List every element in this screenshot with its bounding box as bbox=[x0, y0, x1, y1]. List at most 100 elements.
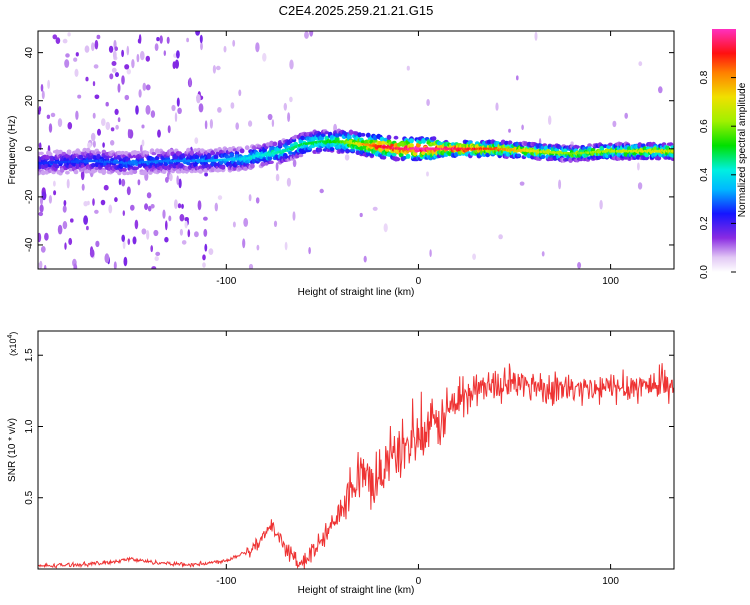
noise-blob bbox=[121, 49, 124, 58]
noise-blob bbox=[73, 57, 78, 62]
noise-blob bbox=[126, 186, 131, 196]
noise-blob bbox=[154, 43, 159, 51]
noise-blob bbox=[63, 200, 67, 206]
noise-blob bbox=[39, 142, 42, 151]
noise-blob bbox=[92, 198, 95, 206]
noise-blob bbox=[39, 204, 44, 213]
noise-blob bbox=[92, 81, 96, 87]
ridge-cell bbox=[540, 155, 546, 159]
noise-blob bbox=[126, 45, 130, 56]
spectrogram-cells bbox=[38, 31, 674, 269]
ridge-cell bbox=[96, 151, 101, 155]
noise-blob bbox=[77, 94, 82, 99]
noise-blob bbox=[65, 53, 70, 58]
noise-blob bbox=[176, 50, 180, 59]
noise-blob bbox=[94, 94, 100, 100]
noise-blob bbox=[292, 159, 297, 168]
noise-blob bbox=[40, 246, 46, 253]
noise-blob bbox=[117, 83, 121, 93]
noise-blob bbox=[94, 39, 99, 50]
y-tick-label: -20 bbox=[24, 189, 35, 204]
noise-blob bbox=[570, 141, 574, 146]
noise-blob bbox=[93, 64, 99, 69]
noise-blob bbox=[217, 107, 222, 113]
y-tick-label: 1.5 bbox=[24, 348, 35, 362]
noise-blob bbox=[202, 254, 206, 261]
noise-blob bbox=[178, 178, 182, 189]
noise-blob bbox=[85, 76, 89, 82]
noise-blob bbox=[255, 197, 260, 204]
noise-blob bbox=[150, 204, 155, 209]
ridge-cell bbox=[670, 152, 674, 158]
noise-blob bbox=[172, 61, 176, 69]
noise-blob bbox=[81, 183, 85, 191]
noise-blob bbox=[94, 209, 99, 214]
noise-blob bbox=[122, 240, 126, 250]
noise-blob bbox=[289, 96, 293, 103]
colorbar-tick-label: 0.0 bbox=[699, 265, 710, 279]
noise-blob bbox=[319, 188, 324, 194]
x-tick-label: 100 bbox=[602, 276, 619, 287]
noise-blob bbox=[534, 31, 538, 41]
ridge-cell bbox=[151, 152, 157, 156]
ridge-cell bbox=[244, 145, 250, 151]
colorbar-tick-label: 0.8 bbox=[699, 70, 710, 84]
noise-blob bbox=[111, 61, 117, 66]
ridge-cell bbox=[206, 152, 212, 159]
noise-blob bbox=[426, 99, 430, 106]
ridge-cell bbox=[431, 136, 437, 141]
noise-blob bbox=[429, 249, 432, 257]
x-tick-label: 100 bbox=[602, 576, 619, 587]
ridge-cell bbox=[132, 169, 138, 174]
ridge-cell bbox=[170, 151, 176, 156]
noise-blob bbox=[176, 97, 180, 107]
noise-blob bbox=[142, 82, 147, 91]
noise-blob bbox=[204, 243, 208, 252]
noise-blob bbox=[275, 173, 280, 182]
ridge-cell bbox=[250, 163, 255, 169]
noise-blob bbox=[135, 105, 139, 115]
ridge-cell bbox=[644, 152, 650, 158]
ridge-cell bbox=[346, 135, 352, 141]
ridge-cell bbox=[154, 148, 160, 154]
ridge-cell bbox=[59, 167, 65, 173]
noise-blob bbox=[283, 102, 287, 111]
noise-blob bbox=[658, 86, 663, 94]
ridge-cell bbox=[210, 166, 216, 173]
noise-blob bbox=[548, 115, 552, 125]
ridge-cell bbox=[78, 154, 84, 161]
noise-blob bbox=[75, 110, 79, 121]
noise-blob bbox=[118, 178, 122, 186]
noise-blob bbox=[38, 211, 44, 217]
noise-blob bbox=[103, 184, 109, 191]
noise-blob bbox=[123, 256, 128, 267]
noise-blob bbox=[198, 103, 204, 113]
noise-blob bbox=[308, 247, 311, 255]
noise-blob bbox=[121, 75, 125, 85]
noise-blob bbox=[194, 137, 199, 145]
noise-blob bbox=[144, 203, 149, 211]
noise-blob bbox=[223, 45, 227, 53]
noise-blob bbox=[248, 263, 254, 269]
noise-blob bbox=[426, 171, 429, 177]
snr-y-ticks: 0.5 1.0 1.5 bbox=[24, 348, 674, 505]
noise-blob bbox=[304, 31, 309, 39]
noise-blob bbox=[53, 180, 56, 187]
noise-blob bbox=[131, 59, 135, 69]
noise-blob bbox=[209, 119, 213, 129]
ridge-cell bbox=[360, 132, 366, 137]
noise-blob bbox=[541, 251, 545, 257]
noise-blob bbox=[212, 65, 216, 74]
noise-blob bbox=[86, 225, 89, 231]
noise-blob bbox=[130, 204, 135, 211]
noise-blob bbox=[292, 211, 296, 221]
y-tick-label: -40 bbox=[24, 237, 35, 252]
spectrogram-frame bbox=[37, 30, 675, 270]
noise-blob bbox=[637, 162, 640, 171]
noise-blob bbox=[112, 50, 117, 60]
noise-blob bbox=[558, 179, 562, 190]
noise-blob bbox=[516, 75, 519, 81]
noise-blob bbox=[105, 121, 111, 131]
noise-blob bbox=[243, 217, 249, 227]
ridge-cell bbox=[381, 155, 387, 160]
